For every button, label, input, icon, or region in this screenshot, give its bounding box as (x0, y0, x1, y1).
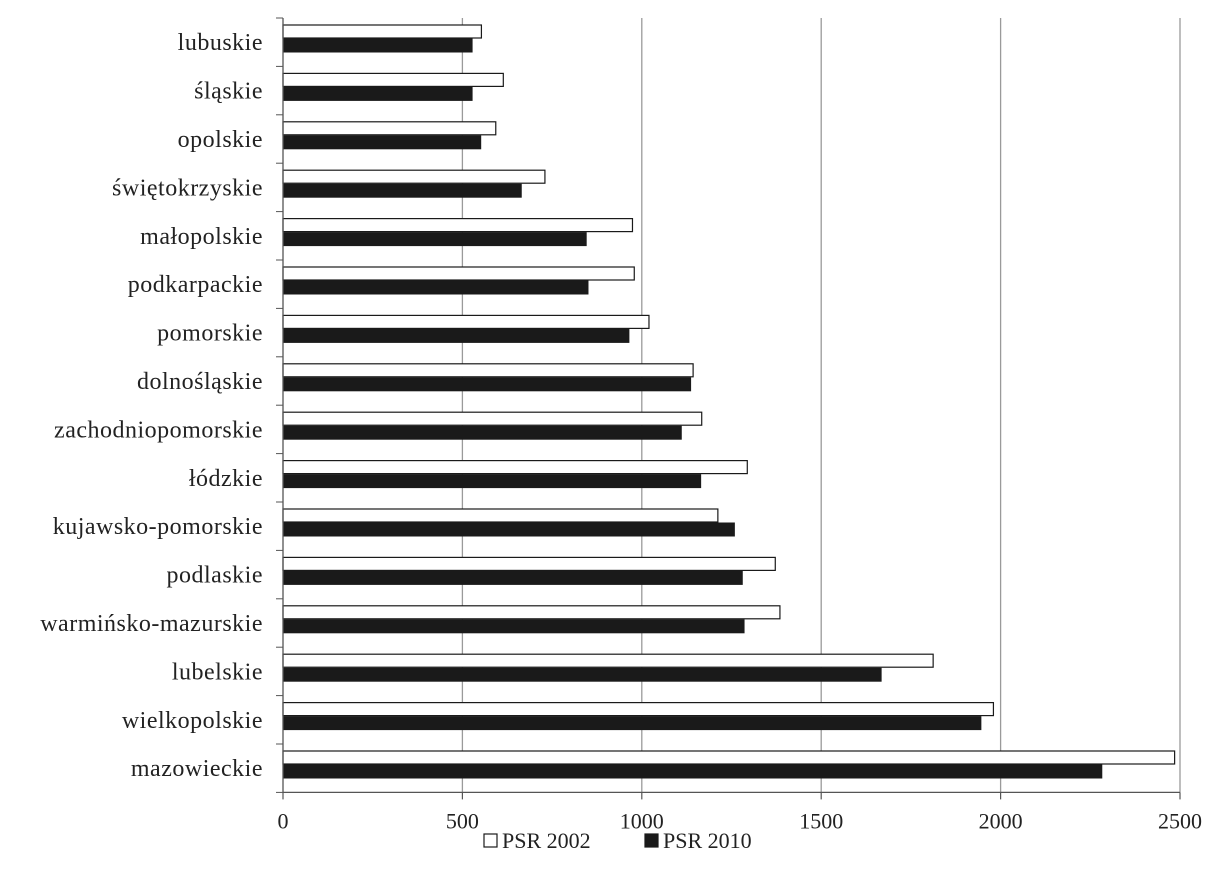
legend-label-psr-2010: PSR 2010 (663, 828, 752, 853)
category-label: warmińsko-mazurskie (40, 611, 263, 637)
category-label: opolskie (178, 127, 263, 153)
category-label: zachodniopomorskie (54, 417, 263, 443)
axes (276, 17, 1181, 800)
bar-psr-2010 (282, 764, 1103, 779)
category-labels: lubuskie śląskie opolskie świętokrzyskie mał… (40, 30, 263, 782)
x-tick-label: 1500 (799, 808, 843, 833)
bar-psr-2010 (282, 474, 702, 489)
category-label: pomorskie (157, 321, 263, 347)
bar-psr-2010 (282, 86, 473, 101)
bar-psr-2002 (282, 460, 748, 475)
bar-psr-2002 (282, 266, 635, 281)
bar-psr-2010 (282, 619, 745, 634)
category-label: podlaskie (167, 563, 263, 589)
bar-psr-2002 (282, 121, 497, 136)
bar-psr-2002 (282, 411, 703, 426)
legend: PSR 2002 PSR 2010 (483, 828, 752, 853)
bar-psr-2002 (282, 363, 694, 378)
x-tick-label: 2500 (1158, 808, 1202, 833)
bar-psr-2010 (282, 280, 589, 295)
x-tick-label: 2000 (979, 808, 1023, 833)
category-label: lubuskie (178, 30, 263, 56)
x-tick-label: 500 (446, 808, 479, 833)
bar-psr-2010 (282, 183, 522, 198)
bar-psr-2002 (282, 701, 995, 717)
bar-psr-2010 (282, 135, 482, 150)
bar-psr-2002 (282, 314, 650, 329)
bar-psr-2010 (282, 716, 982, 731)
bar-psr-2010 (282, 377, 692, 392)
bar-psr-2002 (282, 556, 776, 572)
x-tick-label: 1000 (620, 808, 664, 833)
category-label: małopolskie (140, 224, 263, 250)
legend-swatch-psr-2002 (483, 833, 498, 848)
bar-psr-2002 (282, 508, 719, 523)
bar-psr-2010 (282, 328, 630, 343)
bars (282, 24, 1176, 779)
category-label: podkarpackie (128, 272, 263, 298)
bar-psr-2002 (282, 72, 504, 88)
bar-psr-2010 (282, 667, 882, 682)
category-label: wielkopolskie (122, 708, 263, 734)
bar-psr-2002 (282, 605, 781, 620)
category-label: śląskie (194, 79, 263, 105)
category-label: dolnośląskie (137, 369, 263, 395)
bar-psr-2002 (282, 24, 483, 39)
legend-label-psr-2002: PSR 2002 (502, 828, 591, 853)
bar-psr-2002 (282, 169, 546, 184)
bar-psr-2002 (282, 653, 934, 668)
bar-psr-2010 (282, 425, 682, 440)
category-label: mazowieckie (131, 756, 263, 782)
category-label: kujawsko-pomorskie (53, 514, 263, 540)
category-label: lubelskie (172, 659, 263, 685)
bar-psr-2002 (282, 218, 634, 233)
bar-psr-2010 (282, 522, 735, 537)
bar-psr-2002 (282, 750, 1176, 765)
category-label: łódzkie (189, 466, 263, 492)
category-label: świętokrzyskie (112, 175, 263, 201)
x-tick-labels: 0 500 1000 1500 2000 2500 (278, 808, 1203, 833)
bar-psr-2010 (282, 232, 587, 247)
legend-swatch-psr-2010 (644, 833, 659, 848)
x-tick-label: 0 (278, 808, 289, 833)
bar-psr-2010 (282, 38, 473, 53)
bar-psr-2010 (282, 570, 743, 585)
